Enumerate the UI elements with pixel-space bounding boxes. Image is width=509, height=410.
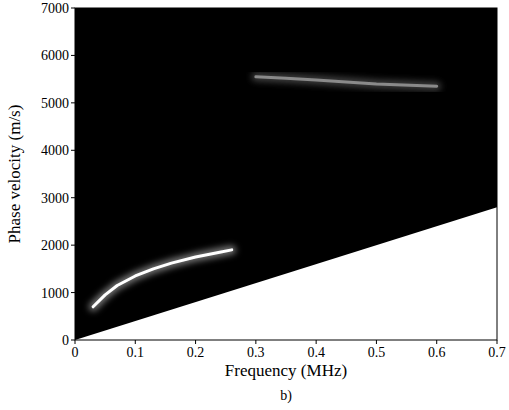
cutoff-region [75,207,497,340]
mode-glow [256,77,437,86]
x-tick-label: 0.2 [187,345,205,360]
x-tick [135,340,136,344]
plot-frame [75,8,497,340]
y-tick [71,8,75,9]
plot-area [75,77,497,340]
mode-curve [256,77,437,86]
y-axis-title: Phase velocity (m/s) [5,105,24,244]
y-tick [71,55,75,56]
chart: 0 0.1 0.2 0.3 0.4 0.5 0.6 0.7 0 1000 2000 3000 4000 5… [0,0,509,410]
mode-curve [93,250,232,307]
x-tick [376,340,377,344]
y-tick-label: 4000 [41,143,69,158]
mode-glow [93,250,232,307]
x-tick [75,340,76,344]
y-tick-label: 1000 [41,286,69,301]
x-tick [195,340,196,344]
x-axis-title: Frequency (MHz) [225,361,347,380]
y-tick-label: 0 [62,333,69,348]
x-tick-label: 0.7 [488,345,506,360]
x-tick-label: 0.1 [127,345,145,360]
y-tick [71,245,75,246]
x-tick-label: 0.3 [247,345,265,360]
x-tick-label: 0.5 [368,345,386,360]
y-tick [71,197,75,198]
y-tick-label: 3000 [41,191,69,206]
x-tick [436,340,437,344]
caption: b) [280,388,292,404]
x-tick [316,340,317,344]
y-tick [71,340,75,341]
x-tick-label: 0.4 [307,345,325,360]
y-tick [71,102,75,103]
y-tick-label: 5000 [41,96,69,111]
x-tick [255,340,256,344]
y-tick [71,292,75,293]
plot-background [75,8,497,340]
x-tick-label: 0.6 [428,345,446,360]
y-tick-label: 2000 [41,238,69,253]
y-tick-label: 7000 [41,1,69,16]
y-tick [71,150,75,151]
x-tick [497,340,498,344]
y-tick-label: 6000 [41,48,69,63]
x-tick-label: 0 [72,345,79,360]
